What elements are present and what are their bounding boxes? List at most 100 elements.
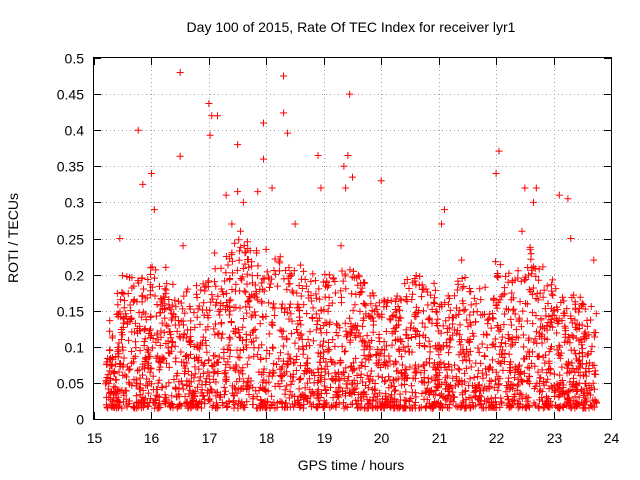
data-point-cloud — [421, 379, 429, 387]
data-point-cloud — [481, 383, 489, 391]
data-point-cloud — [222, 373, 230, 381]
data-point-cloud — [362, 310, 370, 318]
data-point-cloud — [299, 343, 307, 351]
data-point-cloud — [460, 283, 468, 291]
data-point-cloud — [569, 397, 577, 405]
data-point-cloud — [462, 401, 470, 409]
data-point-cloud — [549, 292, 557, 300]
data-point-cloud — [147, 365, 155, 373]
data-point-cloud — [404, 334, 412, 342]
data-point-cloud — [226, 363, 234, 371]
data-point-cloud — [366, 372, 374, 380]
data-point-cloud — [144, 275, 152, 283]
data-point-cloud — [307, 292, 315, 300]
data-point-cloud — [453, 377, 461, 385]
data-point-cloud — [234, 353, 242, 361]
data-point-cloud — [403, 275, 411, 283]
data-point-cloud — [337, 358, 345, 366]
data-point-cloud — [573, 401, 581, 409]
data-point-cloud — [276, 253, 284, 261]
data-point — [377, 177, 385, 185]
data-point-cloud — [176, 334, 184, 342]
data-point-cloud — [341, 392, 349, 400]
data-point-cloud — [179, 317, 187, 325]
data-point-cloud — [346, 266, 354, 274]
data-point-cloud — [446, 343, 454, 351]
data-point-cloud — [464, 323, 472, 331]
data-point-cloud — [340, 404, 348, 412]
data-point-cloud — [391, 387, 399, 395]
data-point-cloud — [184, 367, 192, 375]
data-point-cloud — [531, 335, 539, 343]
data-point-cloud — [493, 304, 501, 312]
data-point-cloud — [478, 340, 486, 348]
data-point-cloud — [427, 404, 435, 412]
data-point-cloud — [194, 357, 202, 365]
data-point-cloud — [240, 241, 248, 249]
data-point-cloud — [161, 391, 169, 399]
data-point-cloud — [470, 294, 478, 302]
data-point-cloud — [241, 249, 249, 257]
data-point-cloud — [467, 404, 475, 412]
data-point-cloud — [384, 401, 392, 409]
data-point-cloud — [467, 301, 475, 309]
data-point-cloud — [139, 371, 147, 379]
data-point-cloud — [398, 361, 406, 369]
data-point-cloud — [185, 403, 193, 411]
data-point-cloud — [222, 253, 230, 261]
data-point-cloud — [356, 332, 364, 340]
data-point — [206, 131, 214, 139]
data-point-cloud — [388, 391, 396, 399]
data-point-cloud — [526, 373, 534, 381]
data-point-cloud — [161, 314, 169, 322]
data-point-cloud — [210, 325, 218, 333]
data-point-cloud — [132, 344, 140, 352]
data-point-cloud — [535, 332, 543, 340]
data-point-cloud — [486, 310, 494, 318]
data-point-cloud — [322, 386, 330, 394]
data-point-cloud — [555, 404, 563, 412]
data-point-cloud — [161, 305, 169, 313]
data-point-cloud — [308, 403, 316, 411]
data-point-cloud — [367, 313, 375, 321]
data-point-cloud — [283, 382, 291, 390]
data-point-cloud — [242, 330, 250, 338]
data-point-cloud — [218, 399, 226, 407]
data-point-cloud — [532, 272, 540, 280]
data-point-cloud — [571, 323, 579, 331]
data-point-cloud — [166, 403, 174, 411]
data-point-cloud — [352, 354, 360, 362]
data-point — [234, 188, 242, 196]
data-point-cloud — [243, 386, 251, 394]
data-point — [291, 220, 299, 228]
data-point-cloud — [158, 383, 166, 391]
data-point — [532, 184, 540, 192]
data-point-cloud — [365, 338, 373, 346]
data-point-cloud — [132, 399, 140, 407]
data-point-cloud — [430, 279, 438, 287]
data-point-cloud — [487, 324, 495, 332]
data-point-cloud — [265, 372, 273, 380]
data-point-cloud — [409, 290, 417, 298]
data-point-cloud — [346, 338, 354, 346]
data-point-cloud — [454, 280, 462, 288]
data-point-cloud — [110, 367, 118, 375]
data-point-cloud — [180, 358, 188, 366]
data-point-cloud — [294, 320, 302, 328]
data-point-cloud — [390, 311, 398, 319]
data-point-cloud — [567, 404, 575, 412]
data-point-cloud — [130, 376, 138, 384]
data-point-cloud — [232, 280, 240, 288]
data-point-cloud — [533, 339, 541, 347]
data-point-cloud — [514, 399, 522, 407]
data-point-cloud — [522, 299, 530, 307]
data-point — [438, 220, 446, 228]
data-point-cloud — [245, 354, 253, 362]
data-point-cloud — [128, 274, 136, 282]
data-point-cloud — [243, 270, 251, 278]
data-point-cloud — [470, 332, 478, 340]
data-point-cloud — [127, 306, 135, 314]
data-point-cloud — [171, 342, 179, 350]
data-point-cloud — [530, 338, 538, 346]
data-point-cloud — [351, 301, 359, 309]
